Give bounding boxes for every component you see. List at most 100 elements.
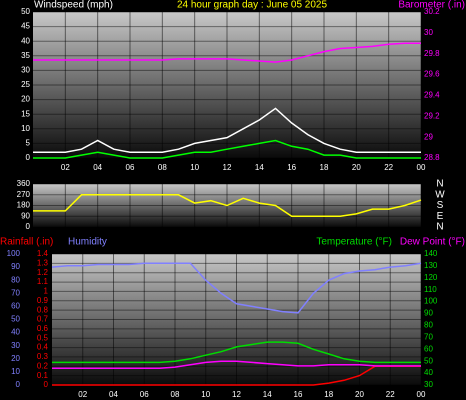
y-tick-label: 1: [44, 287, 49, 296]
y-tick-label: 0.8: [37, 305, 49, 314]
y-tick-label: 1.4: [37, 249, 49, 258]
y2-tick-label: 110: [424, 285, 437, 294]
y2-tick-label: 30.2: [424, 7, 440, 16]
y2-tick-label: 30: [424, 380, 433, 389]
y2-tick-label: 80: [424, 321, 433, 330]
series-line: [33, 194, 422, 218]
y3-tick-label: 0: [16, 380, 21, 389]
y2-tick-label: S: [437, 200, 444, 211]
x-tick-label: 06: [126, 163, 135, 172]
y3-tick-label: 40: [11, 328, 20, 337]
y2-tick-label: 50: [424, 356, 433, 365]
x-tick-label: 08: [158, 163, 167, 172]
y2-axis-label: Barometer (.in): [398, 0, 465, 11]
y-tick-label: 0.6: [37, 324, 49, 333]
y3-tick-label: 10: [11, 367, 20, 376]
x-tick-label: 20: [355, 390, 364, 399]
x-tick-label: 06: [140, 390, 149, 399]
y2-tick-label: 130: [424, 261, 438, 270]
y-tick-label: 20: [21, 95, 30, 104]
x-tick-label: 12: [232, 390, 241, 399]
humidity-label: Humidity: [68, 237, 107, 248]
y-tick-label: 1.3: [37, 258, 49, 267]
x-tick-label: 00: [417, 163, 426, 172]
x-tick-label: 18: [320, 163, 329, 172]
y2-tick-label: 30: [424, 28, 433, 37]
y-tick-label: 45: [21, 22, 30, 31]
y-tick-label: 0.1: [37, 371, 49, 380]
y-tick-label: 180: [17, 201, 31, 210]
y-tick-label: 50: [21, 7, 30, 16]
y-tick-label: 30: [21, 66, 30, 75]
y2-tick-label: 140: [424, 249, 438, 258]
chart-title: 24 hour graph day : June 05 2025: [177, 0, 328, 11]
x-tick-label: 14: [263, 390, 272, 399]
series-line: [33, 107, 421, 153]
series-line: [51, 262, 422, 314]
y2-tick-label: 29.6: [424, 70, 440, 79]
x-tick-label: 16: [294, 390, 303, 399]
series-line: [52, 341, 421, 364]
y-tick-label: 360: [17, 179, 31, 188]
x-tick-label: 10: [190, 163, 199, 172]
y2-tick-label: 29.4: [424, 91, 440, 100]
y-tick-label: 0: [26, 153, 31, 162]
x-tick-label: 10: [201, 390, 210, 399]
x-tick-label: 02: [61, 163, 70, 172]
x-tick-label: 14: [255, 163, 264, 172]
x-tick-label: 08: [171, 390, 180, 399]
y3-tick-label: 30: [11, 341, 20, 350]
y2-tick-label: W: [435, 189, 445, 200]
y2-tick-label: 29.8: [424, 49, 440, 58]
y-tick-label: 10: [21, 124, 30, 133]
x-tick-label: 20: [352, 163, 361, 172]
y2-tick-label: 28.8: [424, 153, 440, 162]
y2-tick-label: 29: [424, 132, 433, 141]
y2-tick-label: 120: [424, 273, 438, 282]
y-tick-label: 1.2: [37, 268, 49, 277]
x-tick-label: 02: [78, 390, 87, 399]
y-tick-label: 1.1: [37, 277, 49, 286]
y-tick-label: 90: [21, 211, 30, 220]
y-tick-label: 0: [44, 380, 49, 389]
y-tick-label: 35: [21, 51, 30, 60]
y2-tick-label: 60: [424, 344, 433, 353]
y-tick-label: 0.9: [37, 296, 49, 305]
y-tick-label: 15: [21, 109, 30, 118]
x-tick-label: 22: [384, 163, 393, 172]
series-line: [33, 139, 421, 159]
x-tick-label: 18: [324, 390, 333, 399]
dew-point-label: Dew Point (°F): [400, 237, 465, 248]
y3-tick-label: 100: [7, 249, 21, 258]
y-tick-label: 5: [26, 139, 31, 148]
y2-tick-label: N: [436, 222, 443, 233]
y3-tick-label: 20: [11, 354, 20, 363]
x-tick-label: 04: [109, 390, 118, 399]
y-tick-label: 40: [21, 36, 30, 45]
y-tick-label: 0.7: [37, 315, 49, 324]
x-tick-label: 16: [287, 163, 296, 172]
series-line: [52, 365, 421, 386]
temperature-label: Temperature (°F): [316, 237, 392, 248]
x-tick-label: 12: [223, 163, 232, 172]
y2-tick-label: 90: [424, 309, 433, 318]
y-tick-label: 0: [26, 222, 31, 231]
y-tick-label: 25: [21, 80, 30, 89]
y3-tick-label: 60: [11, 302, 20, 311]
x-tick-label: 22: [386, 390, 395, 399]
y-tick-label: 270: [17, 190, 31, 199]
y3-tick-label: 70: [11, 288, 20, 297]
y-tick-label: 0.5: [37, 333, 49, 342]
y2-tick-label: 100: [424, 297, 438, 306]
y2-tick-label: 29.2: [424, 111, 440, 120]
y-tick-label: 0.2: [37, 361, 49, 370]
y3-tick-label: 80: [11, 275, 20, 284]
y3-tick-label: 90: [11, 262, 20, 271]
y-tick-label: 0.4: [37, 343, 49, 352]
x-tick-label: 00: [417, 390, 426, 399]
y2-tick-label: 70: [424, 332, 433, 341]
y-axis-label: Windspeed (mph): [34, 0, 113, 11]
y3-tick-label: 50: [11, 315, 20, 324]
